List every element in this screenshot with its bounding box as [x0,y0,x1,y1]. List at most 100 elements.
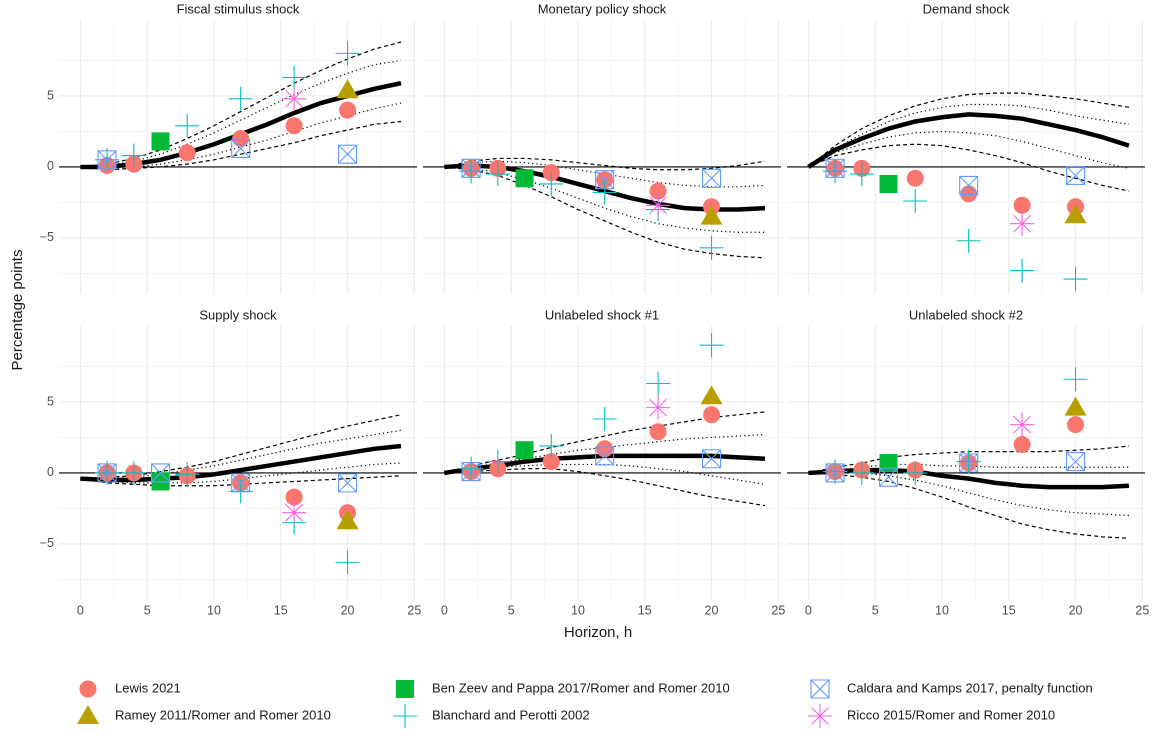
median-line [807,112,1130,169]
point [336,79,359,99]
band-line [808,472,1130,539]
y-tick-label: 5 [47,394,54,408]
x-tick-label: 5 [508,603,515,617]
point [459,456,484,481]
point [1010,412,1035,437]
point [1010,258,1035,283]
point [646,371,671,396]
point [700,385,723,405]
x-tick-label: 25 [771,603,785,617]
point [1065,452,1086,472]
point [542,453,560,471]
point [1064,204,1087,224]
point [150,463,171,483]
point [539,433,564,458]
x-tick-label: 5 [872,603,879,617]
point [906,169,924,187]
point [285,488,303,506]
point [825,463,845,483]
point [646,395,671,420]
x-tick-label: 5 [144,603,151,617]
point [701,168,722,188]
x-tick-label: 20 [1069,603,1083,617]
x-tick-label: 15 [638,603,652,617]
point [285,117,303,135]
point [175,462,200,487]
point [335,41,360,66]
point [825,158,845,178]
legend-label: Ben Zeev and Pappa 2017/Romer and Romer … [432,680,730,695]
point [228,86,253,111]
point [1010,211,1035,236]
x-tick-label: 10 [207,603,221,617]
point [336,510,359,530]
x-tick-label: 0 [77,603,84,617]
point [151,132,170,151]
point [485,162,510,187]
point [849,460,874,485]
point [595,170,615,190]
point [335,550,360,575]
legend-label: Caldara and Kamps 2017, penalty function [847,680,1093,695]
band-line [444,434,766,474]
legend-key [79,680,97,698]
band-line [80,120,402,171]
band-line [80,414,402,480]
point [701,449,722,469]
point [1063,267,1088,292]
band-line [80,475,402,487]
y-tick-label: −5 [40,536,54,550]
band-line [444,157,766,171]
point [282,86,307,111]
point [515,169,534,188]
point [959,453,979,473]
band-line [807,92,1130,168]
panel-title: Fiscal stimulus shock [177,1,300,16]
point [339,101,357,119]
point [337,473,358,493]
x-tick-label: 25 [407,603,421,617]
point [515,441,534,460]
legend-key [393,704,417,728]
point [121,460,146,485]
point [1067,416,1085,434]
y-tick-label: 0 [47,159,54,173]
point [97,150,117,170]
point [97,463,117,483]
legend-key [810,679,830,699]
point [461,461,481,482]
point [959,175,979,195]
legend-key [77,705,99,724]
point [823,459,848,484]
point [903,460,928,485]
y-tick-label: −5 [40,230,54,244]
point [703,406,721,424]
point [592,406,617,431]
x-tick-label: 25 [1135,603,1149,617]
panel-title: Supply shock [199,307,277,322]
point [232,130,250,148]
y-tick-label: 5 [47,88,54,102]
legend-label: Ramey 2011/Romer and Romer 2010 [115,707,331,722]
point [649,182,667,200]
x-tick-label: 0 [441,603,448,617]
point [485,449,510,474]
x-axis-label: Horizon, h [564,624,632,641]
band-line [808,143,1130,192]
point [879,174,898,193]
point [231,138,251,159]
x-tick-label: 20 [341,603,355,617]
legend-key [808,704,832,728]
point [1065,165,1086,186]
point [649,423,667,441]
point [539,171,564,196]
panel-title: Monetary policy shock [538,1,667,16]
point [823,159,848,184]
point [699,333,724,358]
point [459,159,484,184]
point [1063,367,1088,392]
point [337,144,358,164]
y-tick-label: 0 [47,465,54,479]
y-axis-label: Percentage points [9,250,26,371]
point [592,180,617,205]
